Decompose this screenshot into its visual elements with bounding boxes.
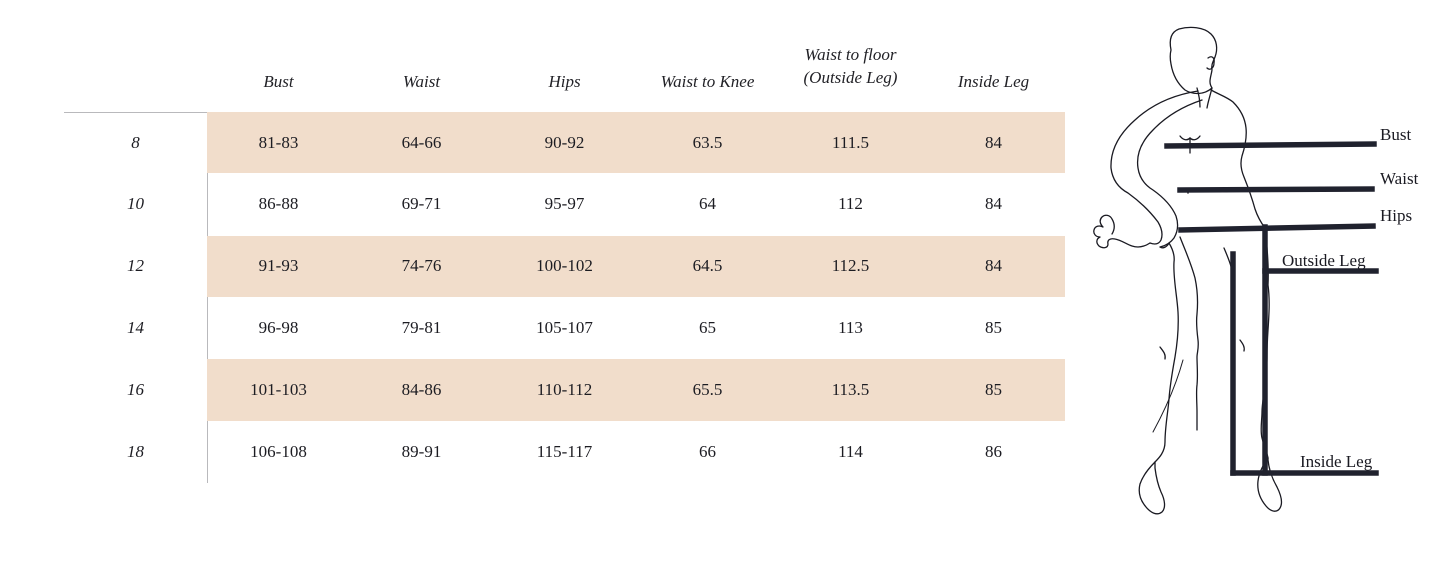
svg-text:Waist: Waist	[1380, 169, 1419, 188]
svg-text:Bust: Bust	[1380, 125, 1411, 144]
svg-text:Hips: Hips	[1380, 206, 1412, 225]
svg-text:Inside Leg: Inside Leg	[1300, 452, 1373, 471]
svg-text:Outside Leg: Outside Leg	[1282, 251, 1366, 270]
